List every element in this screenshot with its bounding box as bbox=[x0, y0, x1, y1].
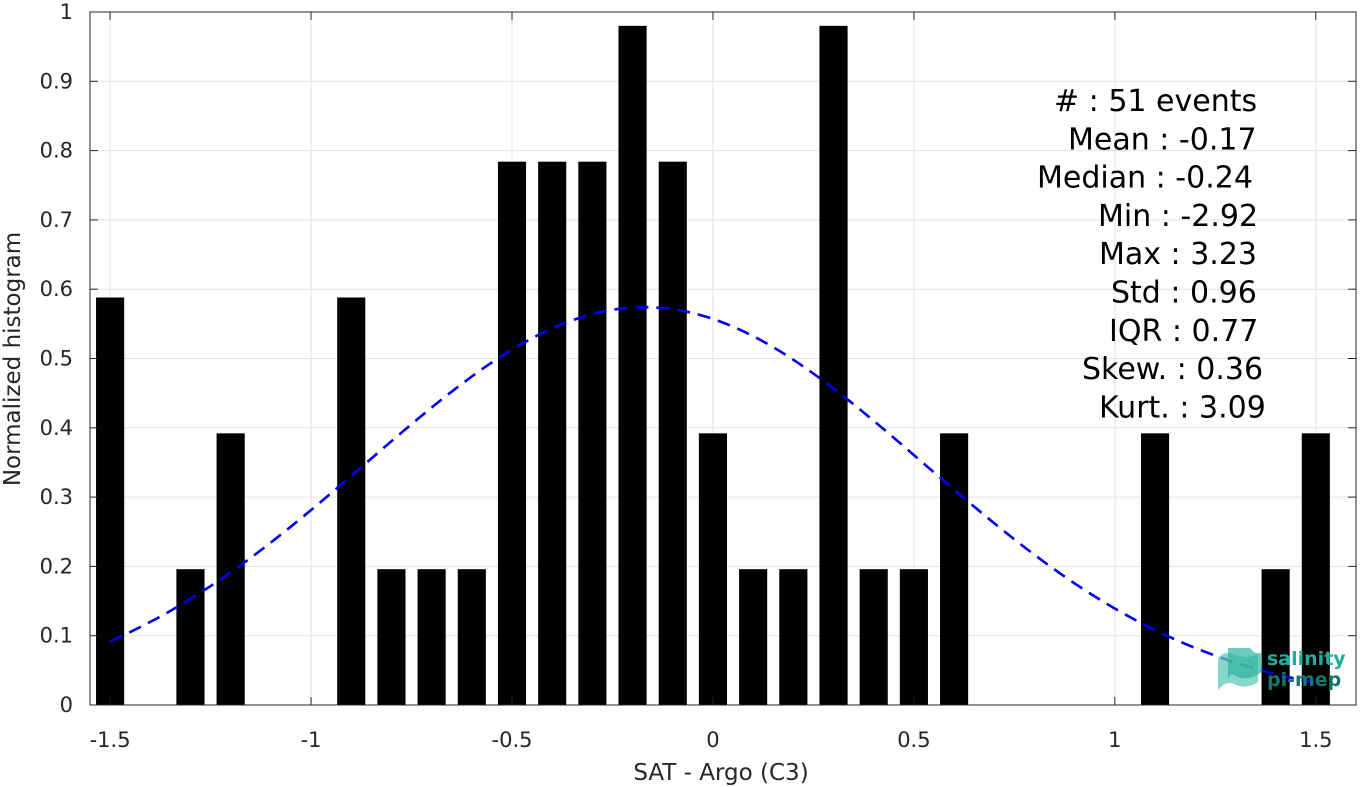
stats-line: Skew. : 0.36 bbox=[1082, 352, 1263, 387]
x-axis-tick-labels: -1.5 -1 -0.5 0 0.5 1 1.5 bbox=[90, 728, 1333, 752]
x-tick-label: 0.5 bbox=[897, 728, 930, 752]
histogram-bars bbox=[96, 25, 1330, 706]
y-tick-label: 1 bbox=[60, 0, 73, 24]
histogram-bar bbox=[819, 25, 848, 706]
y-tick-label: 0.6 bbox=[40, 277, 73, 301]
logo-line-1: salinity bbox=[1267, 648, 1346, 670]
histogram-bar bbox=[779, 569, 808, 705]
normal-fit-curve bbox=[109, 305, 1317, 685]
histogram-bar bbox=[618, 25, 647, 706]
histogram-bar bbox=[377, 569, 406, 705]
histogram-bar bbox=[337, 297, 366, 705]
y-tick-label: 0.7 bbox=[40, 208, 73, 232]
x-tick-label: 0 bbox=[706, 728, 719, 752]
y-tick-label: 0 bbox=[60, 693, 73, 717]
stats-line: # : 51 events bbox=[1054, 84, 1257, 119]
salinity-pi-mep-logo: salinity pi-mep bbox=[1218, 648, 1346, 691]
y-tick-label: 0.1 bbox=[40, 624, 73, 648]
histogram-bar bbox=[859, 569, 888, 705]
stats-line: Max : 3.23 bbox=[1099, 237, 1257, 272]
logo-waves-icon bbox=[1218, 648, 1262, 690]
histogram-bar bbox=[176, 569, 205, 705]
histogram-bar bbox=[497, 161, 527, 706]
y-tick-label: 0.4 bbox=[40, 416, 73, 440]
y-axis-title: Normalized histogram bbox=[0, 232, 26, 486]
x-tick-label: -0.5 bbox=[492, 728, 533, 752]
histogram-bar bbox=[940, 433, 969, 705]
stats-line: Kurt. : 3.09 bbox=[1099, 390, 1266, 425]
histogram-bar bbox=[96, 297, 125, 705]
y-tick-label: 0.5 bbox=[40, 347, 73, 371]
x-tick-label: 1 bbox=[1108, 728, 1121, 752]
y-tick-label: 0.3 bbox=[40, 485, 73, 509]
y-tick-label: 0.9 bbox=[40, 69, 73, 93]
histogram-bar bbox=[216, 433, 245, 705]
histogram-bar bbox=[1301, 433, 1330, 705]
x-axis-title: SAT - Argo (C3) bbox=[633, 760, 808, 786]
histogram-bar bbox=[899, 569, 928, 705]
axis-ticks bbox=[90, 11, 1356, 706]
stats-line: Mean : -0.17 bbox=[1068, 122, 1257, 157]
histogram-bar bbox=[739, 569, 768, 705]
histogram-bar bbox=[417, 569, 446, 705]
histogram-bar bbox=[578, 161, 607, 706]
stats-line: Median : -0.24 bbox=[1037, 161, 1253, 196]
y-tick-label: 0.8 bbox=[40, 139, 73, 163]
histogram-bar bbox=[457, 569, 486, 705]
histogram-bar bbox=[658, 161, 687, 706]
x-tick-label: -1 bbox=[301, 728, 322, 752]
histogram-bar bbox=[538, 161, 567, 706]
stats-line: Min : -2.92 bbox=[1098, 199, 1258, 234]
stats-line: Std : 0.96 bbox=[1111, 276, 1257, 311]
logo-line-2: pi-mep bbox=[1267, 669, 1341, 691]
histogram-bar bbox=[1261, 569, 1290, 705]
x-tick-label: 1.5 bbox=[1299, 728, 1332, 752]
y-axis-tick-labels: 0 0.1 0.2 0.3 0.4 0.5 0.6 0.7 0.8 0.9 1 bbox=[40, 0, 73, 717]
y-tick-label: 0.2 bbox=[40, 554, 73, 578]
histogram-bar bbox=[1140, 433, 1170, 705]
stats-line: IQR : 0.77 bbox=[1109, 314, 1258, 349]
histogram-bar bbox=[698, 433, 728, 705]
x-tick-label: -1.5 bbox=[90, 728, 131, 752]
